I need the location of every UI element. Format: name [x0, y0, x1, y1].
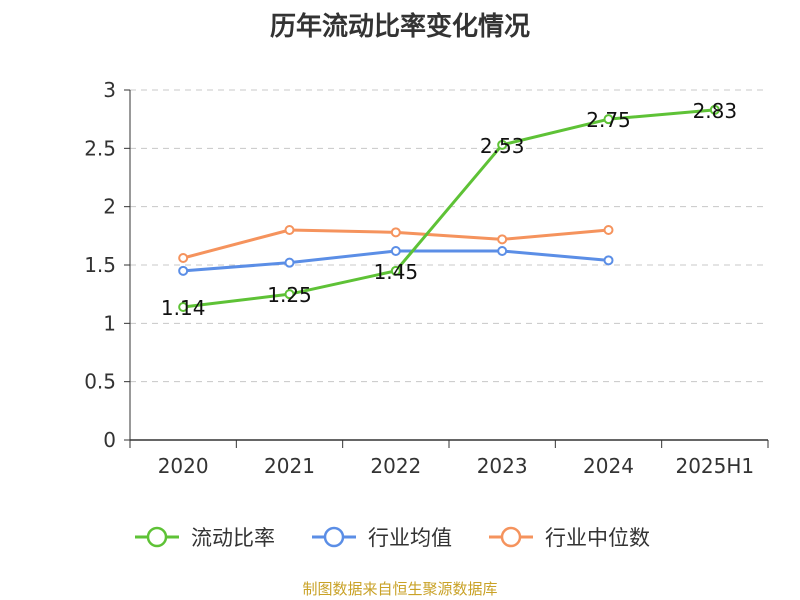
legend-label: 行业中位数	[545, 526, 650, 550]
legend-item: 行业中位数	[489, 526, 650, 550]
x-tick-label: 2020	[158, 454, 209, 478]
data-point	[497, 246, 508, 256]
series-industry-mean	[178, 246, 614, 276]
y-tick-label: 3	[103, 78, 116, 102]
y-tick-label: 0.5	[84, 370, 116, 394]
y-tick-label: 2.5	[84, 136, 116, 160]
data-point	[390, 246, 401, 256]
data-point	[709, 104, 720, 115]
data-label: 2.53	[480, 134, 525, 158]
legend-label: 流动比率	[191, 526, 275, 550]
data-point	[497, 139, 508, 150]
data-point	[603, 255, 614, 266]
legend-marker	[323, 526, 345, 548]
data-point	[284, 225, 295, 235]
x-tick-label: 2022	[370, 454, 421, 478]
legend-marker	[500, 526, 522, 548]
legend-item: 行业均值	[312, 526, 452, 550]
legend: 流动比率 行业均值 行业中位数	[135, 526, 650, 550]
data-source-note: 制图数据来自恒生聚源数据库	[302, 580, 498, 598]
chart-title: 历年流动比率变化情况	[269, 12, 530, 42]
data-label: 1.45	[374, 260, 419, 284]
x-tick-label: 2025H1	[675, 454, 754, 478]
x-tick-label: 2023	[477, 454, 528, 478]
series-industry-median	[178, 225, 614, 263]
y-tick-label: 1.5	[84, 253, 116, 277]
y-tick-label: 1	[103, 311, 116, 335]
data-point	[390, 265, 401, 276]
data-point	[178, 253, 189, 263]
data-point	[284, 257, 295, 268]
data-point	[497, 234, 508, 245]
y-tick-label: 2	[103, 195, 116, 219]
data-point	[603, 114, 614, 125]
data-point	[603, 225, 614, 235]
data-label: 1.25	[267, 283, 312, 307]
y-tick-label: 0	[103, 428, 116, 452]
legend-marker	[146, 526, 168, 548]
data-label: 2.75	[586, 108, 631, 132]
data-point	[178, 265, 189, 276]
data-label: 1.14	[161, 296, 206, 320]
x-tick-label: 2024	[583, 454, 634, 478]
data-point	[178, 302, 189, 312]
data-point	[284, 289, 295, 300]
legend-label: 行业均值	[368, 526, 452, 550]
data-label: 2.83	[693, 99, 738, 123]
data-point	[390, 227, 401, 238]
series-current-ratio	[178, 104, 720, 312]
legend-item: 流动比率	[135, 526, 275, 550]
x-tick-label: 2021	[264, 454, 315, 478]
data-labels: 1.14 1.25 1.45 2.53 2.75 2.83	[161, 99, 737, 320]
series-lines	[178, 104, 720, 312]
series-line	[182, 108, 715, 309]
